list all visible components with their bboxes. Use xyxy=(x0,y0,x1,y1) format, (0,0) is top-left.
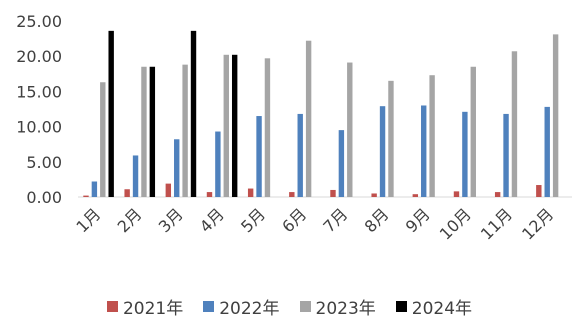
x-category-label: 4月 xyxy=(196,204,228,236)
bar-2023年-11月 xyxy=(511,51,518,197)
bar-2022年-8月 xyxy=(379,106,386,197)
bar-2023年-6月 xyxy=(305,40,312,197)
bar-2021年-1月 xyxy=(83,195,89,197)
bar-2021年-9月 xyxy=(412,194,419,197)
x-category-label: 11月 xyxy=(477,204,516,243)
legend-label-2023: 2023年 xyxy=(315,299,376,319)
bar-2024年-2月 xyxy=(149,66,156,197)
x-category-label: 2月 xyxy=(114,204,146,236)
bars-layer xyxy=(83,30,559,198)
bar-2021年-8月 xyxy=(371,193,377,197)
y-tick-label: 25.00 xyxy=(16,12,62,31)
bar-2023年-12月 xyxy=(552,34,559,197)
legend: 2021年 2022年 2023年 2024年 xyxy=(0,294,579,319)
bar-2021年-12月 xyxy=(536,185,542,197)
bar-2021年-5月 xyxy=(247,188,254,197)
x-category-label: 10月 xyxy=(436,204,475,243)
x-category-label: 5月 xyxy=(237,204,269,236)
bar-2022年-1月 xyxy=(91,181,98,197)
legend-item-2024: 2024年 xyxy=(395,294,473,319)
x-category-label: 8月 xyxy=(361,204,393,236)
bar-2022年-11月 xyxy=(503,113,509,197)
bar-2022年-12月 xyxy=(544,106,550,197)
bar-2021年-10月 xyxy=(453,191,460,197)
bar-2023年-1月 xyxy=(100,82,106,197)
bar-2022年-3月 xyxy=(174,139,180,197)
x-category-label: 9月 xyxy=(402,204,434,236)
bar-2021年-11月 xyxy=(494,192,501,197)
x-category-label: 6月 xyxy=(278,204,310,236)
legend-swatch-2022 xyxy=(203,301,215,312)
bar-2022年-10月 xyxy=(462,111,468,197)
bar-2022年-9月 xyxy=(421,105,427,197)
bar-2023年-4月 xyxy=(223,54,229,198)
legend-swatch-2023 xyxy=(299,301,311,312)
y-tick-label: 15.00 xyxy=(16,82,62,101)
bar-2023年-10月 xyxy=(470,66,476,197)
x-category-label: 7月 xyxy=(319,204,351,236)
bar-2022年-5月 xyxy=(256,116,262,197)
x-category-label: 3月 xyxy=(155,204,187,236)
bar-2021年-4月 xyxy=(206,192,213,197)
legend-label-2021: 2021年 xyxy=(122,299,184,319)
legend-label-2024: 2024年 xyxy=(411,299,473,319)
labels-layer: 0.00 5.00 10.00 15.00 20.00 25.00 1月 2月 3月 4月 5月 6月… xyxy=(16,12,557,244)
x-category-label: 1月 xyxy=(72,204,104,236)
bar-2022年-6月 xyxy=(297,113,303,197)
bar-2023年-2月 xyxy=(141,66,147,197)
bar-2021年-6月 xyxy=(289,192,295,197)
bar-2024年-1月 xyxy=(108,30,114,197)
y-tick-label: 20.00 xyxy=(16,47,62,66)
bar-2023年-3月 xyxy=(182,64,188,197)
bar-2023年-5月 xyxy=(264,58,271,198)
legend-label-2022: 2022年 xyxy=(219,299,280,319)
bar-2024年-4月 xyxy=(231,54,238,198)
bar-2024年-3月 xyxy=(190,30,197,197)
y-tick-label: 0.00 xyxy=(26,188,62,207)
legend-item-2021: 2021年 xyxy=(106,294,184,319)
bar-2022年-2月 xyxy=(132,155,139,197)
bar-chart: 0.00 5.00 10.00 15.00 20.00 25.00 1月 2月 3月 4月 5月 6月… xyxy=(16,12,572,244)
legend-item-2023: 2023年 xyxy=(299,294,376,319)
y-tick-label: 5.00 xyxy=(26,153,62,172)
bar-2021年-7月 xyxy=(330,189,336,197)
bar-2021年-2月 xyxy=(124,189,130,197)
bar-2021年-3月 xyxy=(165,183,172,197)
legend-swatch-2024 xyxy=(395,301,407,312)
y-tick-label: 10.00 xyxy=(16,118,62,137)
bar-2023年-7月 xyxy=(347,62,353,198)
bar-2022年-4月 xyxy=(215,131,221,197)
legend-item-2022: 2022年 xyxy=(203,294,280,319)
legend-swatch-2021 xyxy=(106,301,118,312)
x-category-label: 12月 xyxy=(518,204,557,243)
bar-2023年-9月 xyxy=(429,75,435,197)
bar-2023年-8月 xyxy=(388,80,394,197)
bar-2022年-7月 xyxy=(338,130,345,197)
